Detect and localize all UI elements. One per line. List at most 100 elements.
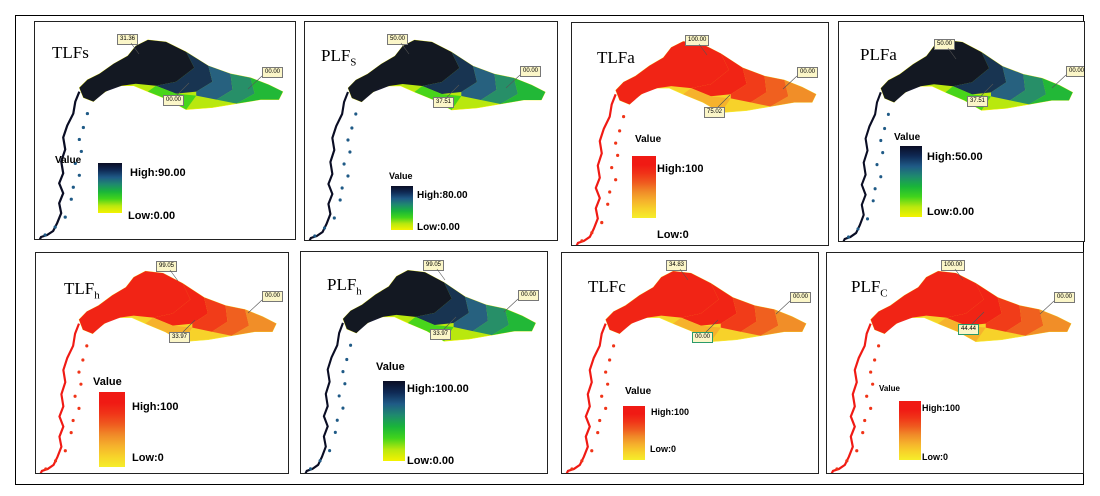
lagoon-map	[38, 39, 284, 239]
coast-marker	[348, 150, 352, 154]
coast-marker	[871, 382, 875, 386]
coast-marker	[590, 231, 594, 235]
coastline	[304, 322, 344, 473]
value-callout: 00.00	[1054, 292, 1076, 303]
value-zone	[231, 309, 277, 336]
coastline	[842, 91, 882, 241]
coast-marker	[618, 129, 622, 133]
legend-low-label: Low:0	[922, 452, 948, 462]
value-zone	[236, 77, 283, 104]
coast-marker	[343, 382, 347, 386]
panel-title-subscript: h	[356, 285, 362, 298]
coast-marker	[333, 430, 337, 435]
coast-marker	[580, 459, 584, 463]
value-zone	[500, 78, 546, 104]
panel-title: PLFa	[860, 45, 897, 65]
panel-title: PLFC	[851, 277, 888, 299]
coastline	[575, 93, 617, 245]
map-panel-p6: PLFh 99.05 00.00 33.97 Value High:100.00 Low:0…	[300, 251, 548, 474]
coast-marker	[354, 112, 358, 116]
value-zone	[730, 67, 767, 103]
coast-marker	[608, 358, 612, 362]
value-zone	[1025, 309, 1072, 336]
legend-high-label: High:100.00	[407, 383, 469, 395]
legend-color-ramp	[632, 156, 656, 218]
value-zone	[472, 304, 509, 336]
lagoon-map	[308, 39, 546, 240]
coast-marker	[53, 459, 58, 463]
coast-marker	[341, 406, 345, 410]
lagoon-map	[830, 270, 1072, 473]
lagoon-map	[565, 270, 807, 473]
legend-title: Value	[879, 384, 900, 393]
value-zone	[211, 305, 249, 336]
map-panel-p4: PLFa 50.00 00.00 37.51 Value High:50.00 Low:0.…	[838, 21, 1085, 242]
value-zone	[880, 40, 990, 103]
panel-title: TLFa	[597, 48, 635, 68]
legend-color-ramp	[900, 146, 922, 217]
coast-marker	[73, 161, 77, 165]
coast-marker	[79, 382, 83, 386]
value-callout: 00.00	[163, 95, 185, 106]
coast-marker	[614, 141, 618, 145]
coast-marker	[879, 138, 883, 143]
value-zone	[415, 282, 469, 325]
coastline	[565, 323, 607, 473]
coast-marker	[85, 111, 90, 116]
map-panel-p8: PLFC 100.00 00.00 44.44 Value High:100 Low:0	[826, 252, 1084, 474]
coast-marker	[318, 459, 322, 463]
coast-marker	[71, 185, 75, 189]
legend-title: Value	[635, 134, 662, 145]
coast-marker	[570, 467, 574, 471]
coast-marker	[616, 153, 620, 157]
coast-marker	[44, 467, 48, 471]
coast-marker	[69, 431, 73, 435]
legend-color-ramp	[98, 163, 122, 213]
value-callout: 00.00	[692, 332, 714, 343]
legend-title: Value	[625, 386, 652, 397]
coast-marker	[855, 449, 859, 453]
value-zone	[453, 296, 488, 332]
legend-color-ramp	[623, 406, 645, 460]
value-callout: 100.00	[941, 260, 966, 271]
map-panel-p1: TLFs 31.36 00.00 00.00 Value High:90.00 Low:0.…	[34, 21, 296, 240]
value-callout: 75.02	[704, 107, 726, 118]
legend-high-label: High:80.00	[417, 190, 468, 201]
coast-marker	[337, 394, 341, 398]
coast-marker	[846, 235, 851, 239]
coast-marker	[835, 467, 839, 471]
coast-marker	[598, 418, 602, 423]
panel-title-subscript: h	[94, 289, 100, 302]
coast-marker	[886, 112, 890, 117]
value-zone	[342, 270, 452, 334]
panel-title-text: TLFc	[588, 277, 626, 296]
value-callout: 31.36	[117, 34, 139, 45]
value-callout: 37.51	[967, 96, 989, 107]
coast-marker	[881, 150, 885, 155]
coast-marker	[81, 125, 85, 130]
coast-marker	[79, 149, 83, 154]
coast-marker	[845, 459, 849, 463]
coast-marker	[349, 343, 353, 347]
panel-title-text: TLF	[64, 279, 95, 298]
value-callout: 99.05	[156, 261, 178, 272]
value-zone	[79, 39, 195, 102]
coast-marker	[600, 220, 604, 225]
panel-title-text: TLFa	[597, 48, 635, 67]
value-zone	[1005, 305, 1044, 336]
panel-title-text: PLF	[327, 275, 357, 294]
legend-high-label: High:100	[922, 403, 961, 413]
coast-marker	[53, 225, 57, 229]
coast-marker	[861, 431, 865, 435]
value-callout: 00.00	[797, 67, 819, 78]
coast-marker	[77, 173, 81, 177]
value-zone	[991, 66, 1026, 101]
legend-title: Value	[389, 171, 413, 181]
legend-high-label: High:100	[132, 401, 179, 413]
value-zone	[422, 52, 477, 94]
coast-marker	[341, 369, 345, 374]
coast-marker	[604, 370, 608, 374]
value-zone	[740, 305, 779, 336]
value-callout: 00.00	[518, 290, 540, 301]
coastline	[39, 323, 80, 473]
